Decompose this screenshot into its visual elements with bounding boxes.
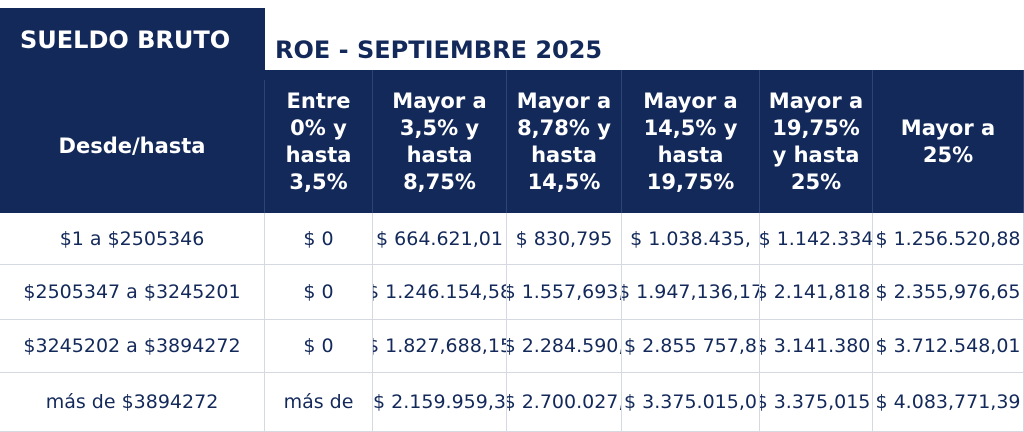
column-header: Mayor a 25% [873,70,1024,213]
table-cell: $ 1.256.520,88 [873,213,1024,265]
subtitle: ROE - SEPTIEMBRE 2025 [275,36,603,64]
column-header: Desde/hasta [0,80,265,213]
table-cell: $ 1.142.334 [760,213,873,265]
table-cell: más de $3894272 [0,373,265,432]
table-cell: $ 0 [265,265,373,320]
title: SUELDO BRUTO [20,26,231,54]
corner-panel [0,8,265,213]
column-header: Mayor a 19,75% y hasta 25% [760,70,873,213]
table-cell: $ 3.141.380, [760,320,873,373]
column-header: Mayor a 8,78% y hasta 14,5% [507,70,622,213]
table-cell: $ 1.557,693, [507,265,622,320]
table-cell: $ 3.712.548,01 [873,320,1024,373]
table-cell: $ 1.947,136,17 [622,265,760,320]
table-cell: $ 664.621,01 [373,213,507,265]
table-cell: $2505347 a $3245201 [0,265,265,320]
table-cell: $ 1.827,688,15 [373,320,507,373]
column-header: Entre 0% y hasta 3,5% [265,70,373,213]
header-band [265,70,1024,213]
table-cell: $ 2.284.590, [507,320,622,373]
table-cell: $ 830,795 [507,213,622,265]
table-cell: $ 3.375.015,0 [622,373,760,432]
table-cell: $1 a $2505346 [0,213,265,265]
table-cell: $ 2.700.027, [507,373,622,432]
table-cell: $ 0 [265,320,373,373]
table-cell: $ 3.375,015, [760,373,873,432]
table-cell: $ 2.141,818, [760,265,873,320]
table-cell: $ 2.855 757,8 [622,320,760,373]
table-cell: $ 4.083,771,39 [873,373,1024,432]
column-header: Mayor a 3,5% y hasta 8,75% [373,70,507,213]
table-cell: más de [265,373,373,432]
column-header: Mayor a 14,5% y hasta 19,75% [622,70,760,213]
table-cell: $3245202 a $3894272 [0,320,265,373]
table-cell: $ 0 [265,213,373,265]
table-cell: $ 1.038.435, [622,213,760,265]
table-cell: $ 2.355,976,65 [873,265,1024,320]
table-cell: $ 2.159.959,3 [373,373,507,432]
table-cell: $ 1.246.154,58 [373,265,507,320]
